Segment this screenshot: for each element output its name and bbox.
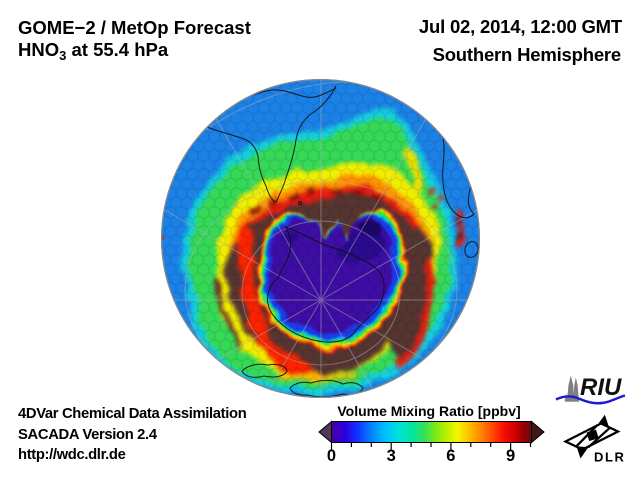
svg-text:DLR: DLR [594,450,626,465]
svg-text:RIU: RIU [580,374,622,401]
